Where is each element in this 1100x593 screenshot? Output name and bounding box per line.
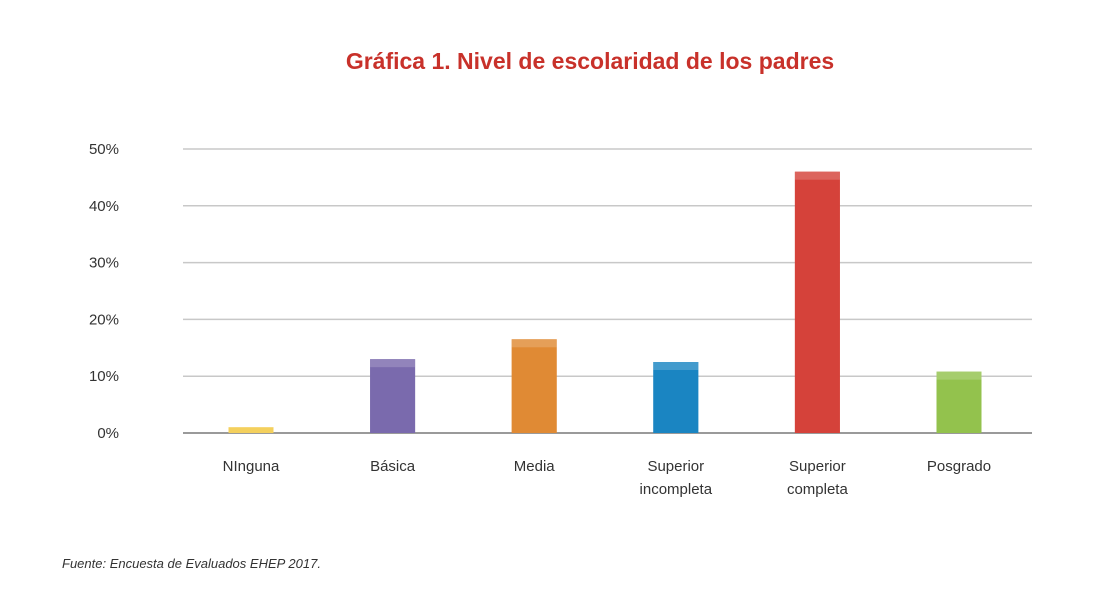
category-label: Posgrado	[927, 458, 991, 475]
bar-cap	[936, 371, 982, 380]
bar-cap	[370, 359, 416, 368]
category-label: Superior incompleta	[640, 458, 713, 498]
bars	[228, 171, 982, 433]
bar-shading	[370, 359, 416, 433]
chart-title: Gráfica 1. Nivel de escolaridad de los p…	[345, 48, 835, 74]
y-tick-label: 40%	[89, 198, 119, 215]
gridlines	[183, 148, 1032, 434]
bar-cap	[653, 362, 699, 370]
category-label: Media	[514, 458, 556, 475]
bar-shading	[653, 362, 699, 433]
y-tick-label: 20%	[89, 311, 119, 328]
y-tick-label: 10%	[89, 368, 119, 385]
x-axis-categories: NInguna Básica Media Superior incompleta Supe…	[223, 458, 991, 498]
category-label: Superior completa	[787, 458, 849, 498]
y-tick-label: 30%	[89, 255, 119, 272]
source-note: Fuente: Encuesta de Evaluados EHEP 2017.	[62, 556, 321, 571]
bar-shading	[936, 371, 982, 433]
category-label: Básica	[370, 458, 416, 475]
y-tick-label: 0%	[97, 425, 119, 442]
bar-shading	[511, 339, 557, 433]
y-tick-label: 50%	[89, 141, 119, 158]
bar-cap	[794, 171, 840, 180]
bar-shading	[794, 171, 840, 433]
bar-cap	[228, 427, 274, 433]
bar-shading	[228, 427, 274, 433]
category-label: NInguna	[223, 458, 280, 475]
bar-cap	[511, 339, 557, 348]
y-axis-ticks: 0% 10% 20% 30% 40% 50%	[89, 141, 119, 442]
